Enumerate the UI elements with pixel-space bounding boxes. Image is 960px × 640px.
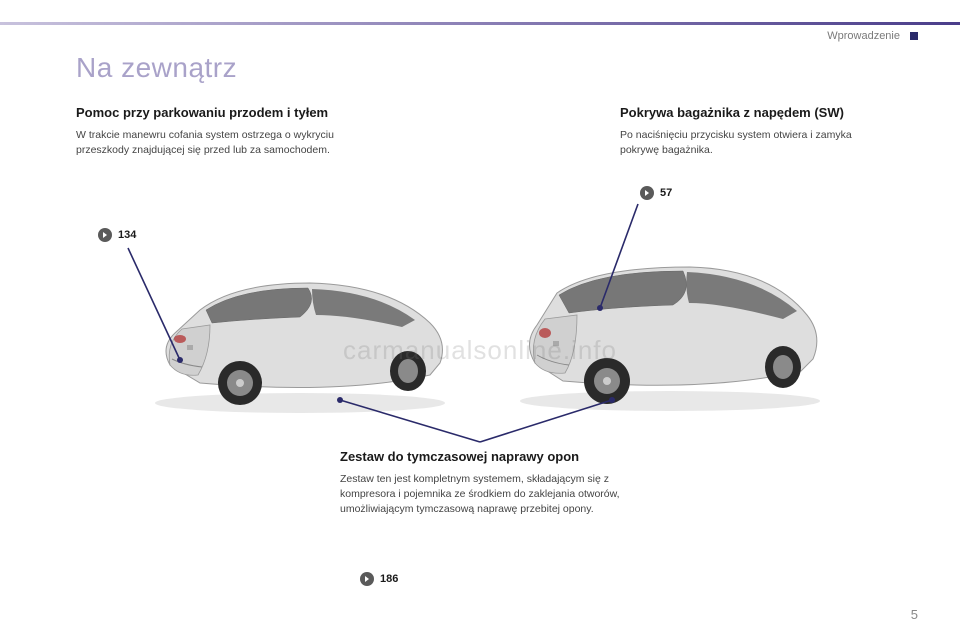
callout-tyre-heading: Zestaw do tymczasowej naprawy opon (340, 448, 620, 466)
car-sedan-illustration (140, 255, 460, 420)
car-wagon-illustration (505, 245, 835, 420)
pageref-arrow-icon (98, 228, 112, 242)
callout-tyre: Zestaw do tymczasowej naprawy opon Zesta… (340, 448, 620, 517)
pageref-parking: 134 (98, 228, 136, 242)
header-marker-square (910, 32, 918, 40)
callout-tailgate-body: Po naciśnięciu przycisku system otwiera … (620, 128, 880, 158)
pageref-arrow-icon (640, 186, 654, 200)
pageref-tyre-number: 186 (380, 573, 398, 585)
callout-tailgate: Pokrywa bagażnika z napędem (SW) Po naci… (620, 104, 880, 158)
callout-parking-heading: Pomoc przy parkowaniu przodem i tyłem (76, 104, 336, 122)
page-title: Na zewnątrz (76, 52, 237, 84)
pageref-parking-number: 134 (118, 229, 136, 241)
callout-tailgate-heading: Pokrywa bagażnika z napędem (SW) (620, 104, 880, 122)
callout-tyre-body: Zestaw ten jest kompletnym systemem, skł… (340, 472, 620, 518)
section-label: Wprowadzenie (827, 30, 900, 42)
pageref-tyre: 186 (360, 572, 398, 586)
callout-parking: Pomoc przy parkowaniu przodem i tyłem W … (76, 104, 336, 158)
pageref-arrow-icon (360, 572, 374, 586)
callout-parking-body: W trakcie manewru cofania system ostrzeg… (76, 128, 336, 158)
header-gradient-bar (0, 22, 960, 25)
pageref-tailgate: 57 (640, 186, 672, 200)
page-number: 5 (911, 607, 918, 622)
pageref-tailgate-number: 57 (660, 187, 672, 199)
